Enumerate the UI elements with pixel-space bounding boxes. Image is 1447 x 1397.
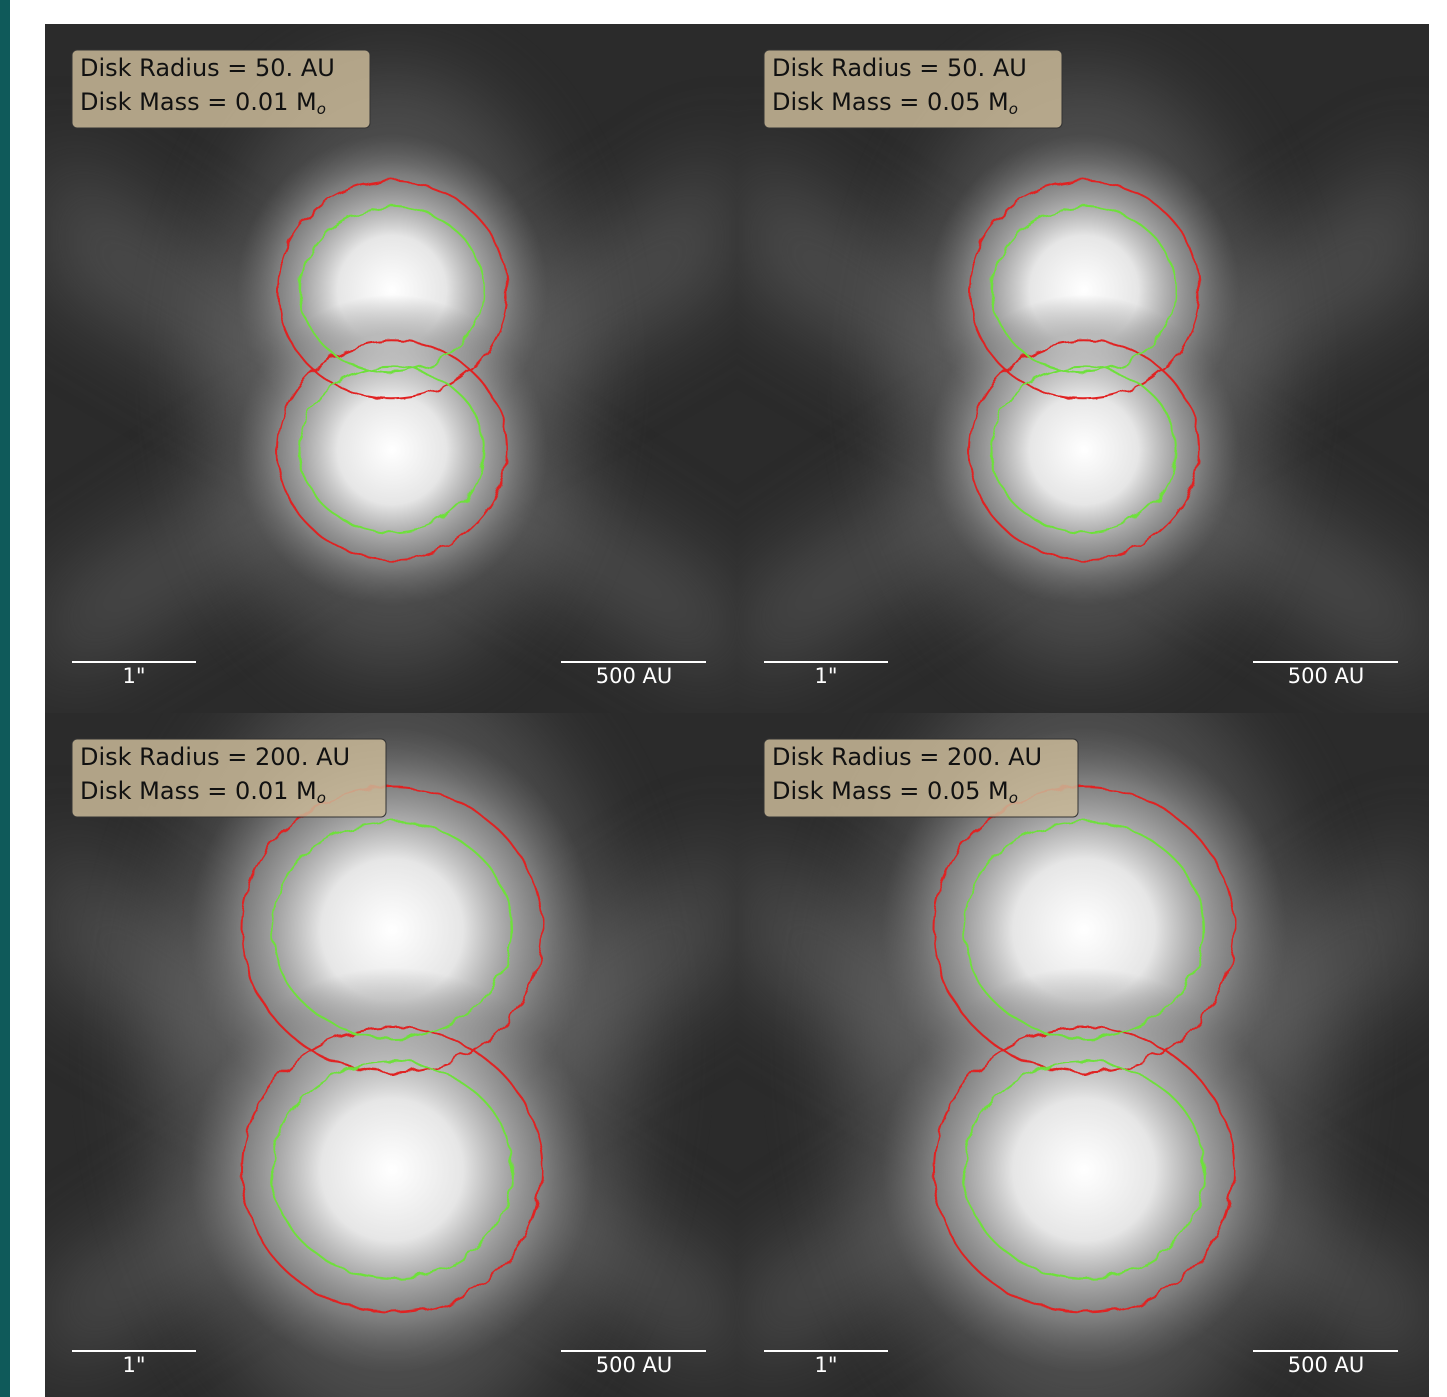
scale-label-physical: 500 AU <box>1288 664 1365 688</box>
mass-text: Disk Mass = 0.05 M <box>772 777 1009 805</box>
mass-label: Disk Mass = 0.01 Mo <box>80 777 326 807</box>
scale-label-angular: 1" <box>122 664 145 688</box>
mass-subscript: o <box>1009 100 1018 118</box>
mass-label: Disk Mass = 0.05 Mo <box>772 88 1018 118</box>
side-strip <box>0 0 10 1397</box>
scale-label-physical: 500 AU <box>1288 1353 1365 1377</box>
mass-subscript: o <box>317 789 326 807</box>
mass-text: Disk Mass = 0.05 M <box>772 88 1009 116</box>
figure: Disk Radius = 50. AUDisk Mass = 0.01 Mo1… <box>0 0 1447 1397</box>
radius-label: Disk Radius = 50. AU <box>80 54 335 82</box>
mass-subscript: o <box>1009 789 1018 807</box>
panel: Disk Radius = 50. AU Disk Mass = 0.01 Mo 1… <box>45 24 737 713</box>
panel: Disk Radius = 200. AU Disk Mass = 0.01 Mo… <box>45 660 737 1397</box>
panel: Disk Radius = 50. AU Disk Mass = 0.05 Mo 1… <box>737 24 1429 713</box>
mass-subscript: o <box>317 100 326 118</box>
radius-label: Disk Radius = 50. AU <box>772 54 1027 82</box>
mass-label: Disk Mass = 0.01 Mo <box>80 88 326 118</box>
mass-text: Disk Mass = 0.01 M <box>80 88 317 116</box>
scale-label-physical: 500 AU <box>596 1353 673 1377</box>
mass-text: Disk Mass = 0.01 M <box>80 777 317 805</box>
scale-label-angular: 1" <box>814 664 837 688</box>
mass-label: Disk Mass = 0.05 Mo <box>772 777 1018 807</box>
scale-label-angular: 1" <box>122 1353 145 1377</box>
scale-label-physical: 500 AU <box>596 664 673 688</box>
radius-label: Disk Radius = 200. AU <box>80 743 350 771</box>
panel: Disk Radius = 200. AU Disk Mass = 0.05 Mo… <box>737 660 1429 1397</box>
scale-label-angular: 1" <box>814 1353 837 1377</box>
radius-label: Disk Radius = 200. AU <box>772 743 1042 771</box>
